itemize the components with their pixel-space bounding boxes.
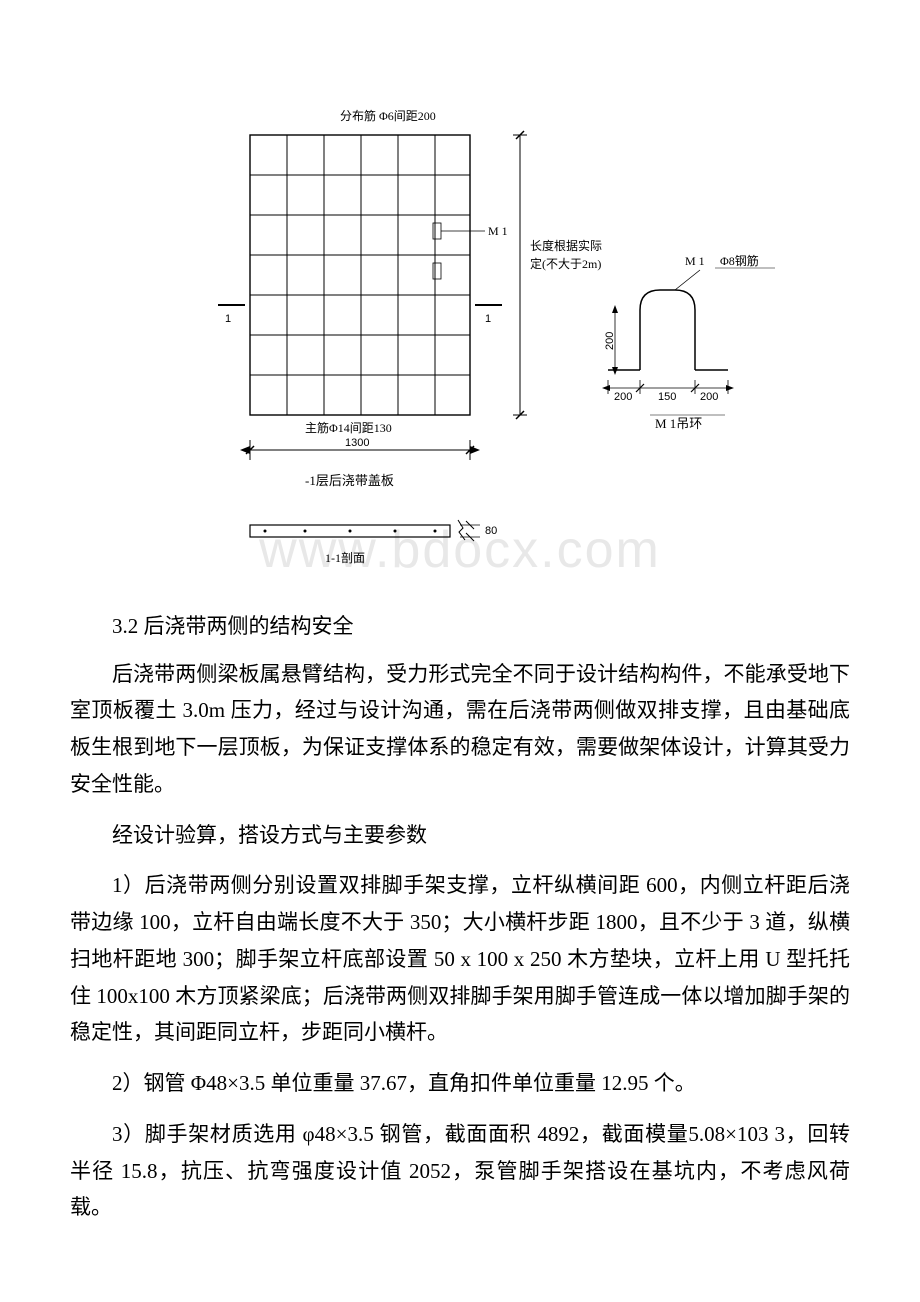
paragraph-1: 后浇带两侧梁板属悬臂结构，受力形式完全不同于设计结构构件，不能承受地下室顶板覆土… [70, 656, 850, 803]
hook-detail: M 1 Φ8钢筋 200 200 [602, 253, 775, 431]
page-content: 分布筋 Φ6间距200 [70, 100, 850, 1226]
section-dim: 80 [485, 525, 497, 537]
paragraph-3: 1）后浇带两侧分别设置双排脚手架支撑，立杆纵横间距 600，内侧立杆距后浇带边缘… [70, 867, 850, 1051]
svg-text:150: 150 [658, 391, 676, 403]
section-drawing [250, 520, 480, 541]
section-marker-left: 1 [218, 305, 245, 325]
svg-text:200: 200 [604, 332, 616, 350]
main-bar-label: 主筋Φ14间距130 [305, 420, 392, 435]
section-heading: 3.2 后浇带两侧的结构安全 [70, 610, 850, 644]
diagram-svg: 分布筋 Φ6间距200 [140, 100, 780, 580]
top-label: 分布筋 Φ6间距200 [340, 108, 436, 123]
svg-text:1: 1 [225, 313, 231, 325]
technical-diagram: 分布筋 Φ6间距200 [70, 100, 850, 580]
svg-text:M 1: M 1 [685, 254, 705, 268]
svg-text:M 1吊环: M 1吊环 [655, 416, 702, 431]
section-marker-right: 1 [475, 305, 502, 325]
length-note-1: 长度根据实际 [530, 238, 602, 253]
plate-grid [250, 135, 470, 415]
hook-markers [433, 223, 485, 279]
svg-text:200: 200 [700, 391, 718, 403]
plate-title: -1层后浇带盖板 [305, 473, 394, 488]
svg-text:200: 200 [614, 391, 632, 403]
section-title: 1-1剖面 [325, 551, 365, 565]
paragraph-4: 2）钢管 Φ48×3.5 单位重量 37.67，直角扣件单位重量 12.95 个… [70, 1065, 850, 1102]
svg-text:Φ8钢筋: Φ8钢筋 [720, 253, 759, 268]
length-note-2: 定(不大于2m) [530, 256, 601, 271]
length-dim [513, 131, 527, 419]
paragraph-5: 3）脚手架材质选用 φ48×3.5 钢管，截面面积 4892，截面模量5.08×… [70, 1116, 850, 1226]
width-value: 1300 [345, 437, 369, 449]
m1-label: M 1 [488, 224, 508, 238]
svg-text:1: 1 [485, 313, 491, 325]
paragraph-2: 经设计验算，搭设方式与主要参数 [70, 817, 850, 854]
